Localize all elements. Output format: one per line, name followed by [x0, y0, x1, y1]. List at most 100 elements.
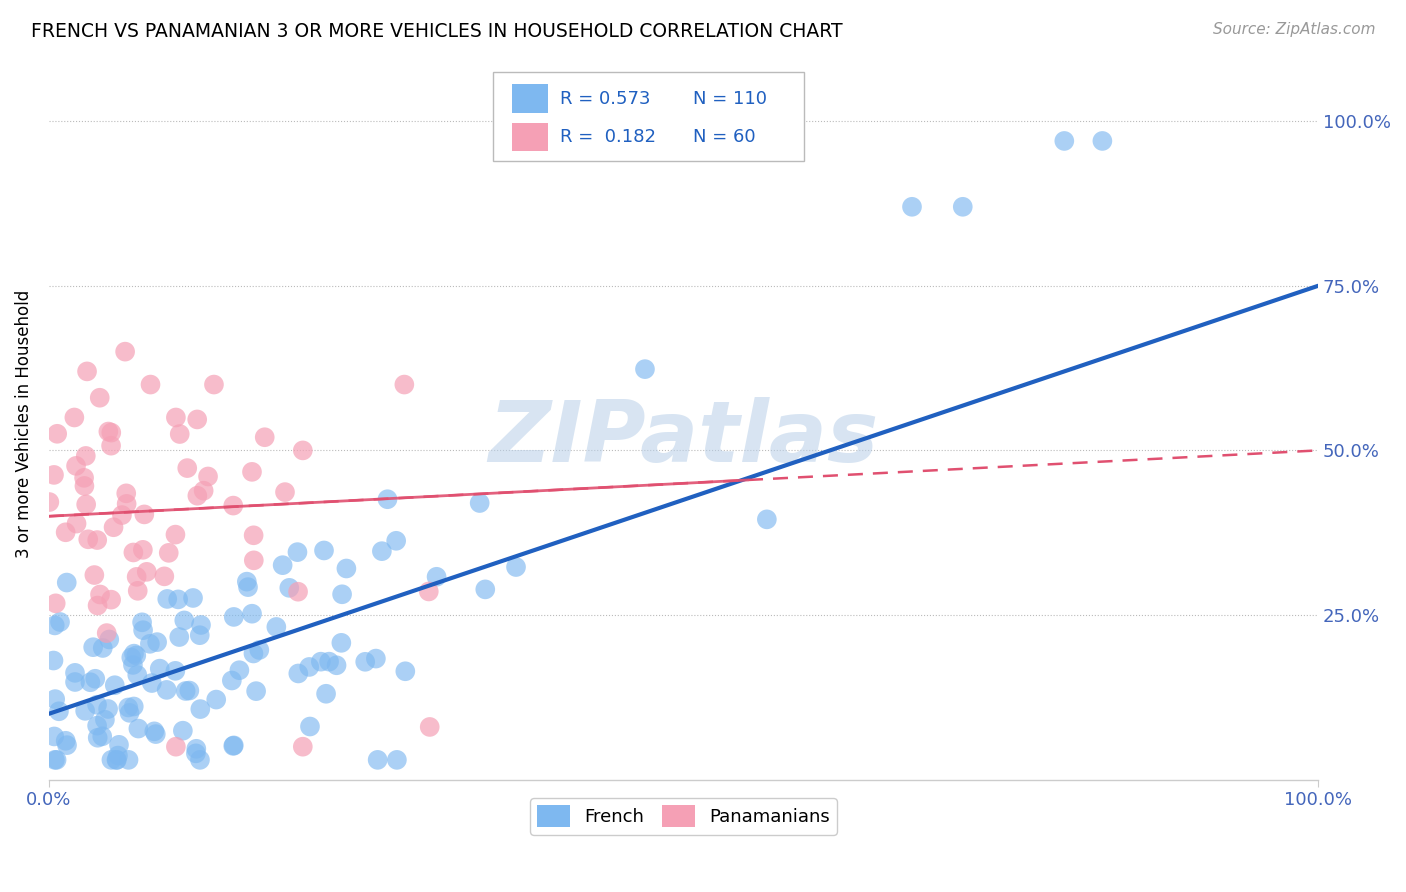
Point	[73, 479, 96, 493]
Point	[179, 683, 201, 698]
Point	[86, 599, 108, 613]
Point	[222, 499, 245, 513]
Point	[188, 702, 211, 716]
Point	[77, 533, 100, 547]
Point	[419, 720, 441, 734]
Point	[134, 508, 156, 522]
Point	[44, 692, 66, 706]
Text: R = 0.573: R = 0.573	[561, 89, 651, 108]
Point	[468, 496, 491, 510]
Point	[96, 626, 118, 640]
Point	[122, 699, 145, 714]
Point	[105, 753, 128, 767]
Point	[100, 425, 122, 440]
Point	[312, 543, 335, 558]
Point	[165, 410, 187, 425]
Point	[1091, 134, 1114, 148]
Point	[1053, 134, 1076, 148]
Point	[172, 723, 194, 738]
Point	[141, 676, 163, 690]
Point	[125, 570, 148, 584]
Point	[222, 739, 245, 753]
Point	[100, 753, 122, 767]
Point	[117, 753, 139, 767]
Point	[103, 520, 125, 534]
Point	[287, 584, 309, 599]
Point	[135, 565, 157, 579]
Point	[131, 615, 153, 630]
Point	[38, 495, 60, 509]
Point	[309, 655, 332, 669]
Point	[266, 620, 288, 634]
Point	[100, 592, 122, 607]
Point	[122, 657, 145, 672]
Point	[91, 729, 114, 743]
Point	[120, 650, 142, 665]
Point	[55, 733, 77, 747]
Point	[139, 377, 162, 392]
Point	[55, 575, 77, 590]
Point	[188, 628, 211, 642]
Point	[75, 704, 97, 718]
Point	[271, 558, 294, 573]
Point	[157, 546, 180, 560]
Point	[245, 684, 267, 698]
Point	[190, 618, 212, 632]
Point	[197, 469, 219, 483]
Point	[364, 651, 387, 665]
Point	[73, 471, 96, 485]
Point	[65, 458, 87, 473]
Y-axis label: 3 or more Vehicles in Household: 3 or more Vehicles in Household	[15, 290, 32, 558]
Point	[89, 587, 111, 601]
Point	[176, 461, 198, 475]
Point	[145, 727, 167, 741]
Point	[901, 200, 924, 214]
Point	[84, 672, 107, 686]
Point	[278, 581, 301, 595]
Point	[221, 673, 243, 688]
Point	[330, 587, 353, 601]
Point	[63, 410, 86, 425]
Point	[242, 528, 264, 542]
Point	[127, 668, 149, 682]
Point	[46, 426, 69, 441]
Point	[98, 632, 121, 647]
Point	[287, 545, 309, 559]
Point	[97, 702, 120, 716]
Point	[42, 467, 65, 482]
Point	[45, 596, 67, 610]
Text: ZIPatlas: ZIPatlas	[488, 397, 879, 480]
Point	[169, 630, 191, 644]
Point	[63, 665, 86, 680]
Point	[42, 653, 65, 667]
Point	[505, 560, 527, 574]
Point	[165, 739, 187, 754]
Text: N = 110: N = 110	[693, 89, 768, 108]
Point	[247, 643, 270, 657]
Point	[291, 739, 314, 754]
Point	[385, 533, 408, 548]
Point	[44, 753, 66, 767]
Point	[287, 666, 309, 681]
Point	[107, 748, 129, 763]
Point	[354, 655, 377, 669]
Point	[156, 682, 179, 697]
Point	[298, 660, 321, 674]
Point	[111, 508, 134, 522]
Point	[86, 731, 108, 745]
Point	[474, 582, 496, 597]
Point	[193, 483, 215, 498]
Point	[240, 607, 263, 621]
Point	[330, 636, 353, 650]
Point	[274, 485, 297, 500]
Point	[94, 713, 117, 727]
Point	[48, 704, 70, 718]
Point	[394, 665, 416, 679]
Point	[122, 545, 145, 559]
Point	[118, 706, 141, 720]
Point	[104, 678, 127, 692]
Point	[55, 525, 77, 540]
Point	[153, 569, 176, 583]
Point	[242, 647, 264, 661]
Point	[173, 614, 195, 628]
